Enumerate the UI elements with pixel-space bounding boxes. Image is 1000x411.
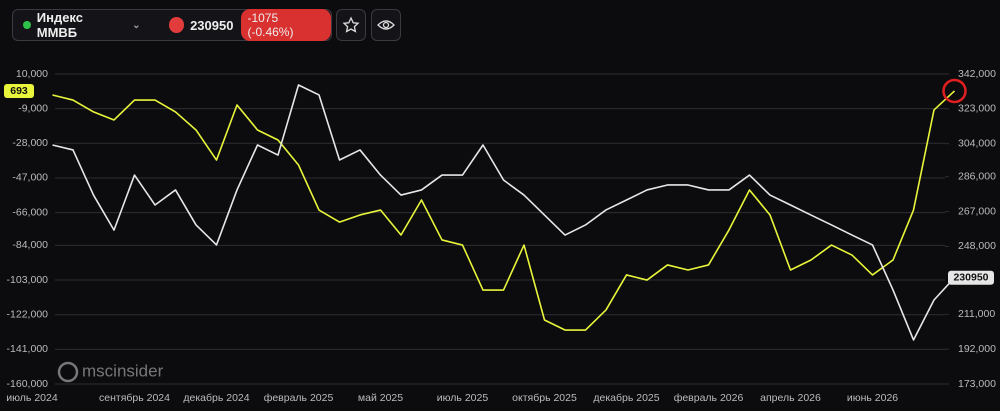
star-button[interactable] [336, 9, 366, 41]
watermark: mscinsider [82, 361, 164, 380]
x-tick-label: декабрь 2025 [593, 392, 659, 404]
status-dot [23, 21, 31, 29]
x-tick-label: февраль 2025 [264, 392, 334, 404]
x-tick-label: июль 2025 [437, 392, 489, 404]
x-tick-label: сентябрь 2024 [99, 392, 170, 404]
eye-button[interactable] [371, 9, 401, 41]
y2-tick-label: 211,000 [958, 308, 995, 320]
series-line [52, 84, 956, 341]
highlight-ring [942, 78, 967, 104]
series-line [52, 90, 956, 331]
y2-tick-label: 248,000 [958, 240, 996, 252]
y-tick-label: -103,000 [7, 274, 49, 286]
y-tick-label: -9,000 [18, 102, 48, 114]
instrument-bar[interactable]: Индекс ММВБ ⌄ 230950 -1075 (-0.46%) [12, 9, 332, 41]
y-tick-label: -47,000 [12, 172, 48, 184]
y-tick-label: -28,000 [12, 137, 48, 149]
y2-tick-label: 267,000 [958, 205, 996, 217]
price-change: -1075 (-0.46%) [241, 9, 331, 41]
y2-tick-label: 342,000 [958, 68, 996, 80]
instrument-title: Индекс ММВБ [36, 10, 83, 40]
star-icon [342, 16, 360, 33]
y2-tick-label: 173,000 [958, 378, 996, 390]
last-value-badge [4, 83, 34, 98]
y-tick-label: -66,000 [12, 206, 48, 218]
last-value-badge [948, 270, 994, 285]
x-tick-label: апрель 2026 [760, 392, 821, 404]
y2-tick-label: 323,000 [958, 103, 996, 115]
eye-icon [377, 20, 395, 30]
down-icon [168, 17, 185, 33]
watermark-logo [57, 361, 79, 383]
y2-tick-label: 286,000 [958, 171, 996, 183]
price: 230950 [190, 17, 234, 33]
x-tick-label: декабрь 2024 [183, 392, 249, 404]
y-tick-label: -141,000 [7, 343, 49, 355]
y-tick-label: -84,000 [12, 239, 48, 251]
last-value-label: 230950 [953, 271, 988, 283]
last-value-label: 693 [10, 85, 28, 97]
y-tick-label: 10,000 [16, 68, 48, 80]
x-tick-label: июль 2024 [6, 392, 58, 404]
x-tick-label: октябрь 2025 [512, 392, 577, 404]
x-tick-label: июнь 2026 [847, 392, 898, 404]
y2-tick-label: 304,000 [958, 137, 996, 149]
x-tick-label: май 2025 [358, 392, 403, 404]
x-tick-label: февраль 2026 [674, 392, 744, 404]
y2-tick-label: 192,000 [958, 343, 996, 355]
y-tick-label: -160,000 [7, 378, 49, 390]
dropdown-arrow: ⌄ [132, 19, 141, 31]
y-tick-label: -122,000 [7, 308, 49, 320]
